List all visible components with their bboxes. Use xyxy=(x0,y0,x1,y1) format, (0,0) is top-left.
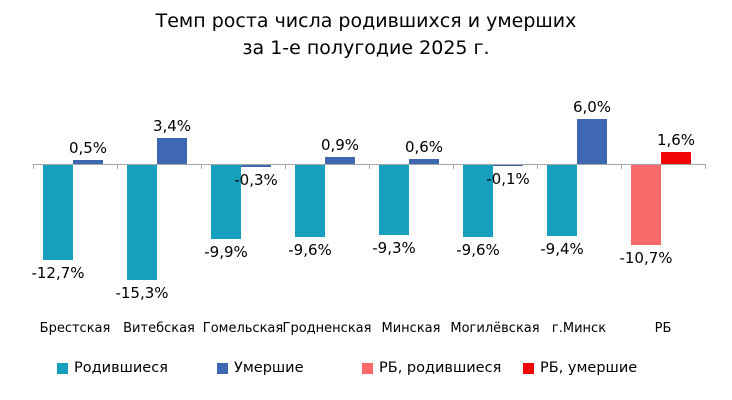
chart-title: Темп роста числа родившихся и умерших за… xyxy=(0,8,732,62)
axis-tick xyxy=(33,164,34,169)
category-axis-label: Гродненская xyxy=(282,321,372,336)
bar-value-label: -9,4% xyxy=(540,240,584,258)
bar-births xyxy=(211,165,241,239)
bar-value-label: -9,6% xyxy=(288,241,332,259)
legend-swatch-icon xyxy=(57,362,68,374)
category-axis-label: Могилёвская xyxy=(450,321,540,336)
bar-value-label: -0,3% xyxy=(234,171,278,189)
bar-value-label: -9,6% xyxy=(456,241,500,259)
bar-births xyxy=(547,165,577,236)
bar-value-label: -15,3% xyxy=(115,284,169,302)
category-axis-label: РБ xyxy=(654,321,672,336)
bar-deaths xyxy=(241,165,271,167)
category-axis-label: Витебская xyxy=(123,321,195,336)
axis-tick xyxy=(201,164,202,169)
bar-deaths xyxy=(325,157,355,164)
bar-value-label: 0,6% xyxy=(404,138,444,156)
bar-births xyxy=(379,165,409,235)
axis-tick xyxy=(117,164,118,169)
axis-tick xyxy=(537,164,538,169)
category-axis-label: Минская xyxy=(381,321,441,336)
bar-deaths xyxy=(157,138,187,164)
legend-swatch-icon xyxy=(217,362,228,374)
legend-item: Родившиеся xyxy=(57,360,168,376)
bar-value-label: 6,0% xyxy=(572,98,612,116)
bar-value-label: -0,1% xyxy=(486,170,530,188)
legend-label: Умершие xyxy=(234,360,304,376)
bar-value-label: -9,3% xyxy=(372,239,416,257)
legend-swatch-icon xyxy=(523,362,534,374)
bar-deaths xyxy=(409,159,439,164)
chart-title-line2: за 1-е полугодие 2025 г. xyxy=(242,37,490,59)
bar-value-label: 3,4% xyxy=(152,117,192,135)
bar-value-label: -12,7% xyxy=(31,264,85,282)
category-axis-label: Гомельская xyxy=(202,321,284,336)
axis-tick xyxy=(369,164,370,169)
legend-swatch-icon xyxy=(362,362,373,374)
bar-value-label: 0,5% xyxy=(68,139,108,157)
bar-deaths xyxy=(493,165,523,166)
legend-label: РБ, умершие xyxy=(540,360,638,376)
legend-label: РБ, родившиеся xyxy=(379,360,502,376)
bar-deaths xyxy=(661,152,691,164)
bar-deaths xyxy=(73,160,103,164)
axis-tick xyxy=(705,164,706,169)
legend-item: Умершие xyxy=(217,360,304,376)
bar-births xyxy=(127,165,157,280)
chart-title-line1: Темп роста числа родившихся и умерших xyxy=(155,10,577,32)
bar-births xyxy=(463,165,493,237)
bar-births xyxy=(43,165,73,260)
axis-tick xyxy=(453,164,454,169)
bar-deaths xyxy=(577,119,607,164)
axis-tick xyxy=(285,164,286,169)
bar-births xyxy=(631,165,661,245)
bar-births xyxy=(295,165,325,237)
bar-value-label: 1,6% xyxy=(656,131,696,149)
legend-item: РБ, умершие xyxy=(523,360,637,376)
bar-value-label: 0,9% xyxy=(320,136,360,154)
category-axis-label: г.Минск xyxy=(551,321,607,336)
axis-tick xyxy=(621,164,622,169)
bar-value-label: -9,9% xyxy=(204,243,248,261)
legend-item: РБ, родившиеся xyxy=(362,360,501,376)
bar-value-label: -10,7% xyxy=(619,249,673,267)
category-axis-label: Брестская xyxy=(39,321,111,336)
legend-label: Родившиеся xyxy=(74,360,168,376)
